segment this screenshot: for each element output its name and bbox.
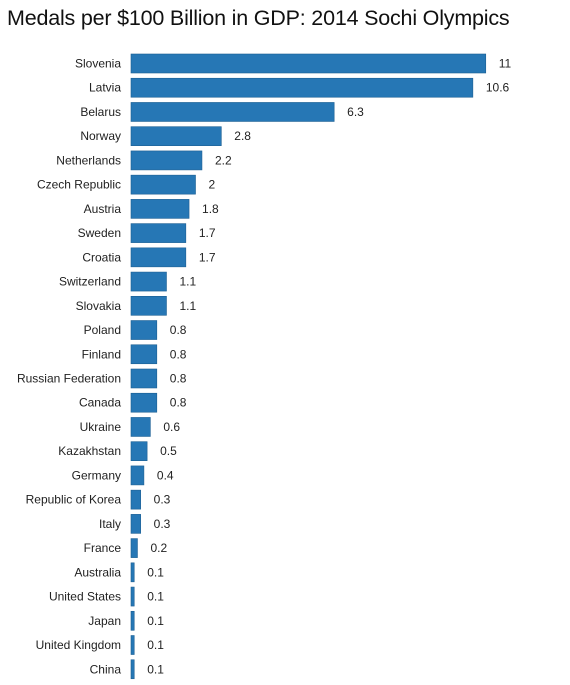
value-label: 0.1 bbox=[147, 614, 164, 628]
value-label: 0.8 bbox=[170, 323, 187, 337]
value-label: 0.8 bbox=[170, 371, 187, 385]
value-label: 1.1 bbox=[179, 275, 196, 289]
bar bbox=[130, 271, 167, 292]
bar bbox=[130, 586, 135, 607]
value-label: 0.3 bbox=[154, 517, 171, 531]
category-label: Belarus bbox=[80, 105, 121, 119]
bar bbox=[130, 610, 135, 631]
chart-title: Medals per $100 Billion in GDP: 2014 Soc… bbox=[7, 6, 510, 30]
value-label: 1.7 bbox=[199, 226, 216, 240]
value-label: 2.8 bbox=[234, 129, 251, 143]
bar bbox=[130, 514, 141, 534]
value-label: 0.8 bbox=[170, 396, 187, 410]
bar bbox=[130, 392, 158, 413]
category-label: Norway bbox=[80, 129, 121, 143]
value-label: 0.1 bbox=[147, 590, 164, 604]
bar bbox=[130, 659, 135, 680]
value-label: 2 bbox=[209, 178, 216, 192]
category-label: Republic of Korea bbox=[26, 493, 122, 507]
value-label: 0.1 bbox=[147, 662, 164, 676]
bar bbox=[130, 489, 141, 510]
value-label: 1.8 bbox=[202, 202, 219, 216]
bars bbox=[130, 53, 487, 680]
category-label: Austria bbox=[84, 202, 122, 216]
value-label: 0.5 bbox=[160, 444, 177, 458]
value-label: 2.2 bbox=[215, 153, 232, 167]
category-label: Czech Republic bbox=[37, 178, 121, 192]
bar bbox=[130, 102, 335, 122]
category-label: Croatia bbox=[82, 250, 121, 264]
value-label: 10.6 bbox=[486, 81, 510, 95]
category-label: Sweden bbox=[78, 226, 121, 240]
bar bbox=[130, 223, 187, 243]
value-label: 0.8 bbox=[170, 347, 187, 361]
category-label: Italy bbox=[99, 517, 121, 531]
category-label: Finland bbox=[82, 347, 121, 361]
category-label: Ukraine bbox=[80, 420, 122, 434]
value-label: 0.6 bbox=[163, 420, 180, 434]
value-label: 1.7 bbox=[199, 250, 216, 264]
category-label: Australia bbox=[74, 565, 121, 579]
category-label: Netherlands bbox=[56, 153, 121, 167]
value-labels: 1110.66.32.82.221.81.71.71.11.10.80.80.8… bbox=[147, 57, 511, 677]
category-label: United Kingdom bbox=[36, 638, 121, 652]
category-label: Germany bbox=[72, 468, 121, 482]
category-label: Latvia bbox=[89, 81, 121, 95]
bar bbox=[130, 150, 203, 171]
bar bbox=[130, 247, 187, 268]
category-label: China bbox=[90, 662, 122, 676]
value-label: 1.1 bbox=[179, 299, 196, 313]
value-label: 0.2 bbox=[150, 541, 167, 555]
category-label: Japan bbox=[88, 614, 121, 628]
bar bbox=[130, 417, 151, 437]
category-label: Russian Federation bbox=[17, 371, 121, 385]
category-label: Canada bbox=[79, 396, 121, 410]
bar bbox=[130, 635, 135, 655]
bar bbox=[130, 53, 487, 74]
category-label: United States bbox=[49, 590, 121, 604]
value-label: 0.3 bbox=[154, 493, 171, 507]
bar bbox=[130, 320, 158, 340]
value-label: 6.3 bbox=[347, 105, 364, 119]
category-label: France bbox=[84, 541, 122, 555]
bar bbox=[130, 77, 474, 98]
category-label: Kazakhstan bbox=[58, 444, 121, 458]
bar bbox=[130, 344, 158, 365]
bar bbox=[130, 126, 222, 146]
bar bbox=[130, 174, 196, 195]
bar bbox=[130, 199, 190, 219]
value-label: 11 bbox=[499, 57, 512, 71]
bar bbox=[130, 562, 135, 583]
bar bbox=[130, 465, 145, 486]
value-label: 0.1 bbox=[147, 638, 164, 652]
category-label: Switzerland bbox=[59, 275, 121, 289]
bar bbox=[130, 538, 138, 558]
category-label: Slovakia bbox=[76, 299, 122, 313]
category-label: Slovenia bbox=[75, 57, 121, 71]
bar bbox=[130, 441, 148, 461]
bar bbox=[130, 295, 167, 316]
value-label: 0.1 bbox=[147, 565, 164, 579]
bar bbox=[130, 368, 158, 389]
value-label: 0.4 bbox=[157, 468, 174, 482]
category-label: Poland bbox=[84, 323, 121, 337]
category-labels: Slovenia Latvia Belarus Norway Netherlands Cz… bbox=[17, 57, 121, 677]
